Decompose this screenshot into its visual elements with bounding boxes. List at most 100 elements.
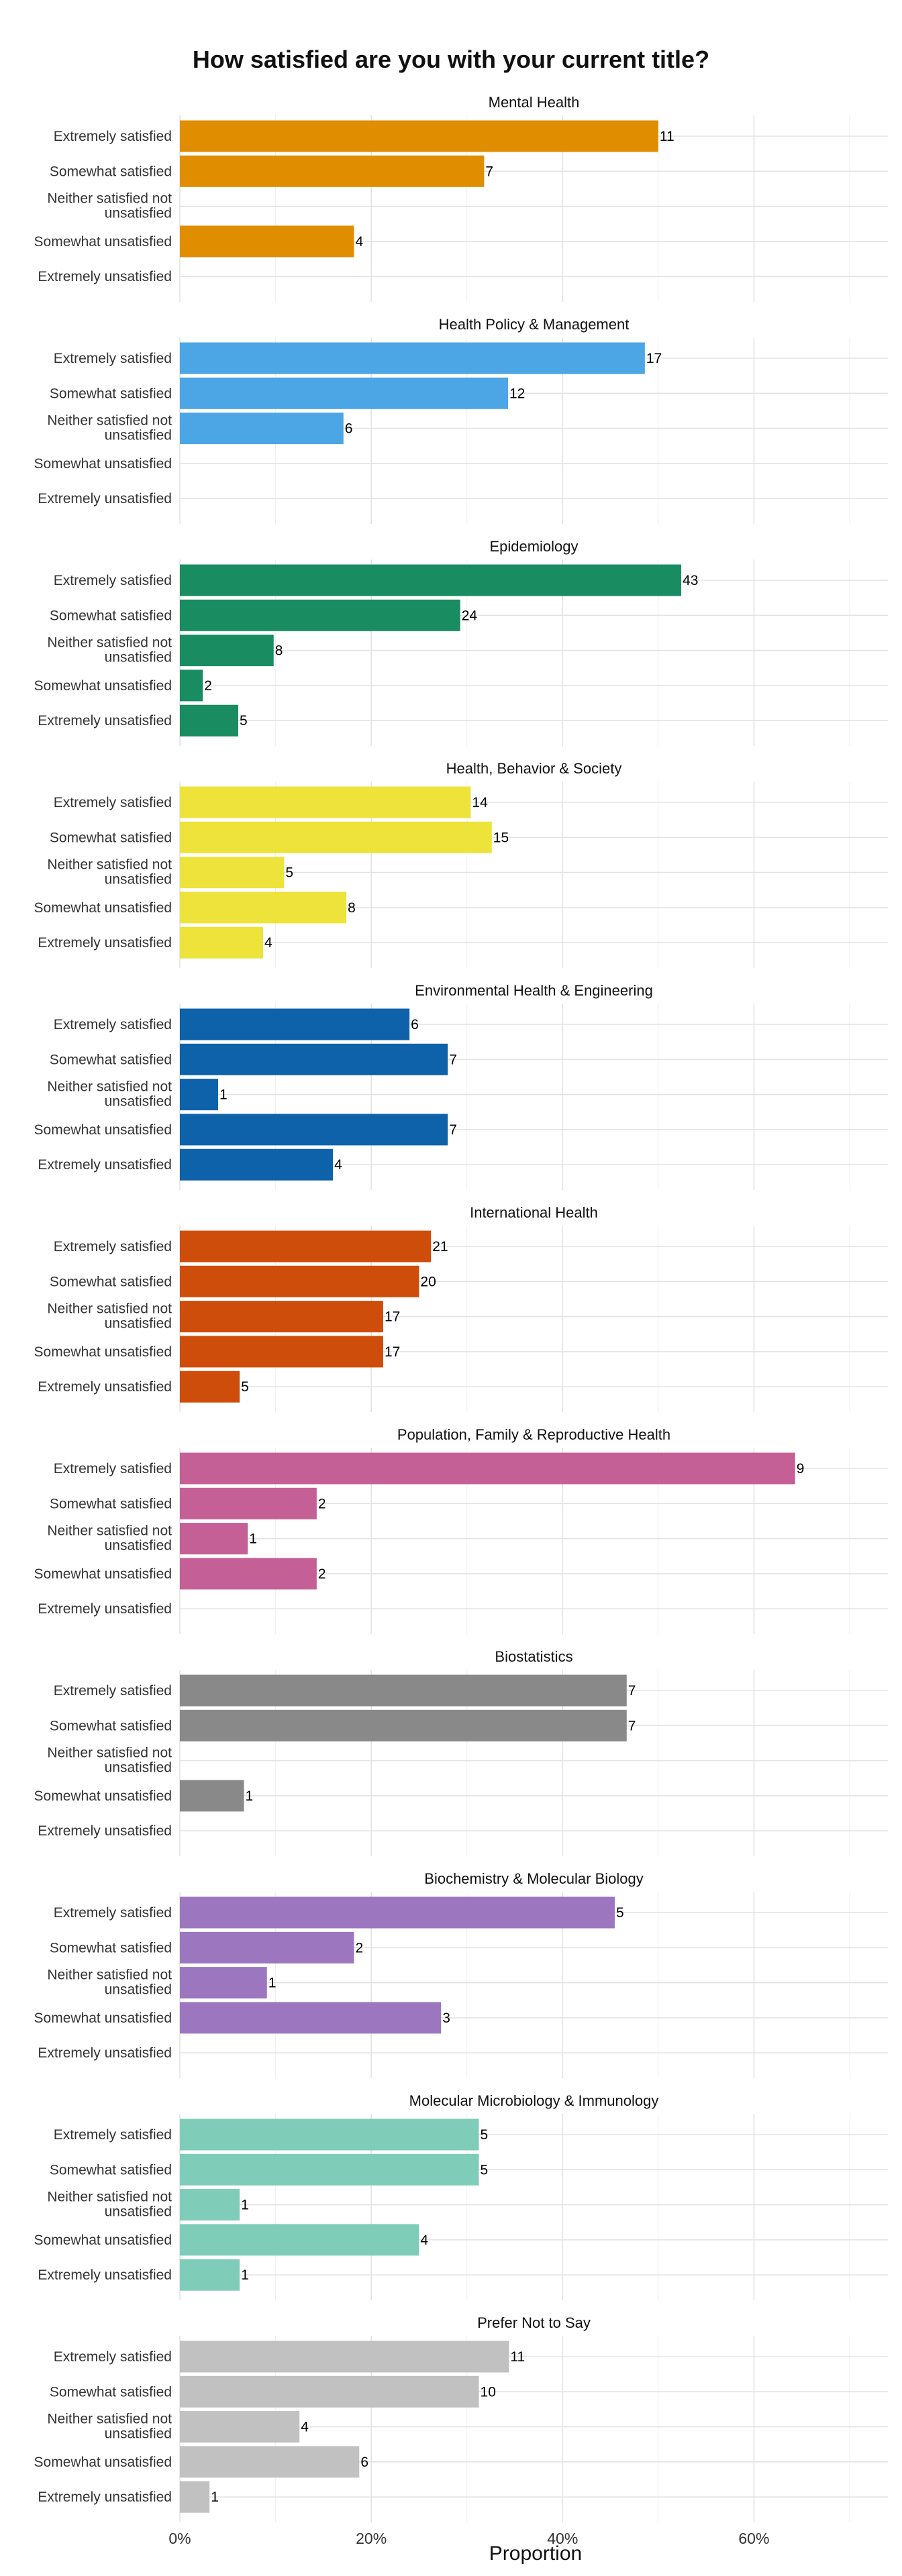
category-label: Somewhat satisfied xyxy=(50,1496,172,1511)
bar xyxy=(180,413,344,445)
bar xyxy=(180,2411,300,2443)
bar xyxy=(180,1371,240,1403)
bar xyxy=(180,892,347,924)
panel: Health Policy & Management Extremely sati… xyxy=(34,316,888,524)
bar xyxy=(180,2481,210,2513)
category-label: Somewhat unsatisfied xyxy=(34,678,172,694)
bar xyxy=(180,669,203,702)
panel: Population, Family & Reproductive Health… xyxy=(34,1426,888,1634)
bar xyxy=(180,564,682,596)
data-label: 5 xyxy=(616,1905,624,1921)
category-label: Neither satisfied not unsatisfied xyxy=(47,1301,172,1332)
x-tick-label: 20% xyxy=(356,2530,387,2547)
data-label: 2 xyxy=(355,1940,363,1955)
data-label: 6 xyxy=(411,1017,419,1032)
data-label: 6 xyxy=(345,421,353,437)
bar xyxy=(180,1780,244,1812)
category-label: Extremely satisfied xyxy=(54,1239,172,1254)
data-label: 5 xyxy=(240,713,248,729)
panel-title: Biostatistics xyxy=(495,1648,572,1665)
category-label: Neither satisfied not unsatisfied xyxy=(47,191,172,221)
category-label: Extremely unsatisfied xyxy=(38,1379,172,1395)
chart-title: How satisfied are you with your current … xyxy=(192,46,710,73)
category-label: Neither satisfied not unsatisfied xyxy=(47,1079,172,1110)
data-label: 10 xyxy=(481,2384,496,2400)
data-label: 7 xyxy=(449,1122,457,1138)
category-label: Neither satisfied not unsatisfied xyxy=(47,1746,172,1776)
category-label: Neither satisfied not unsatisfied xyxy=(47,413,172,443)
category-label: Somewhat satisfied xyxy=(50,608,172,623)
data-label: 3 xyxy=(442,2010,450,2026)
category-label: Extremely satisfied xyxy=(54,1683,172,1699)
category-label: Somewhat satisfied xyxy=(50,1052,172,1067)
data-label: 24 xyxy=(462,608,478,623)
bar xyxy=(180,120,658,152)
bar xyxy=(180,225,354,258)
data-label: 2 xyxy=(318,1566,326,1582)
data-label: 4 xyxy=(301,2420,309,2435)
bar xyxy=(180,2118,479,2151)
category-label: Extremely unsatisfied xyxy=(38,1601,172,1617)
category-label: Extremely unsatisfied xyxy=(38,713,172,729)
category-label: Extremely satisfied xyxy=(54,1017,172,1032)
panel-title: Molecular Microbiology & Immunology xyxy=(409,2092,659,2109)
bar xyxy=(180,2375,479,2408)
category-label: Somewhat unsatisfied xyxy=(34,2233,172,2248)
bar xyxy=(180,1452,795,1485)
panel-title: International Health xyxy=(470,1204,598,1221)
panel: Environmental Health & Engineering Extrem… xyxy=(34,982,888,1190)
category-label: Extremely satisfied xyxy=(54,351,172,366)
panel: Biochemistry & Molecular Biology Extremel… xyxy=(34,1870,888,2078)
data-label: 4 xyxy=(420,2233,428,2248)
bar xyxy=(180,1079,219,1111)
data-label: 5 xyxy=(241,1379,249,1395)
bar xyxy=(180,2189,240,2221)
data-label: 11 xyxy=(510,2349,525,2365)
bar xyxy=(180,1674,627,1707)
category-label: Neither satisfied not unsatisfied xyxy=(47,2412,172,2442)
bar xyxy=(180,2002,442,2034)
data-label: 5 xyxy=(285,865,293,881)
category-label: Neither satisfied not unsatisfied xyxy=(47,1523,172,1554)
panel-title: Biochemistry & Molecular Biology xyxy=(424,1870,643,1887)
bar xyxy=(180,1523,248,1555)
bar xyxy=(180,342,645,374)
category-label: Extremely satisfied xyxy=(54,573,172,588)
data-label: 7 xyxy=(449,1052,457,1067)
data-label: 9 xyxy=(797,1461,805,1477)
bar xyxy=(180,1558,317,1590)
data-label: 17 xyxy=(385,1309,400,1325)
category-label: Somewhat satisfied xyxy=(50,1940,172,1955)
category-label: Somewhat satisfied xyxy=(50,2384,172,2400)
category-label: Neither satisfied not unsatisfied xyxy=(47,635,172,665)
data-label: 7 xyxy=(628,1718,636,1733)
data-label: 20 xyxy=(420,1274,436,1289)
data-label: 17 xyxy=(646,351,662,366)
category-label: Extremely unsatisfied xyxy=(38,2267,172,2283)
data-label: 8 xyxy=(348,900,356,916)
bar xyxy=(180,635,274,667)
panel: Health, Behavior & Society Extremely sati… xyxy=(34,760,888,968)
panel: Molecular Microbiology & Immunology Extre… xyxy=(34,2092,888,2300)
category-label: Somewhat unsatisfied xyxy=(34,2010,172,2026)
bar xyxy=(180,1709,627,1741)
data-label: 12 xyxy=(509,386,525,401)
data-label: 15 xyxy=(493,830,509,845)
category-label: Neither satisfied not unsatisfied xyxy=(47,2190,172,2220)
category-label: Somewhat satisfied xyxy=(50,2162,172,2178)
x-tick-label: 40% xyxy=(547,2530,578,2547)
panel: Prefer Not to Say Extremely satisfied 11 So… xyxy=(34,2314,888,2522)
data-label: 1 xyxy=(241,2267,249,2283)
category-label: Extremely unsatisfied xyxy=(38,491,172,506)
panel-title: Epidemiology xyxy=(489,538,578,555)
category-label: Extremely unsatisfied xyxy=(38,269,172,284)
bar xyxy=(180,1265,419,1297)
category-label: Somewhat unsatisfied xyxy=(34,900,172,916)
bar xyxy=(180,2259,240,2291)
category-label: Somewhat unsatisfied xyxy=(34,1122,172,1138)
category-label: Somewhat unsatisfied xyxy=(34,1788,172,1804)
data-label: 43 xyxy=(683,573,698,588)
category-label: Somewhat unsatisfied xyxy=(34,1344,172,1360)
